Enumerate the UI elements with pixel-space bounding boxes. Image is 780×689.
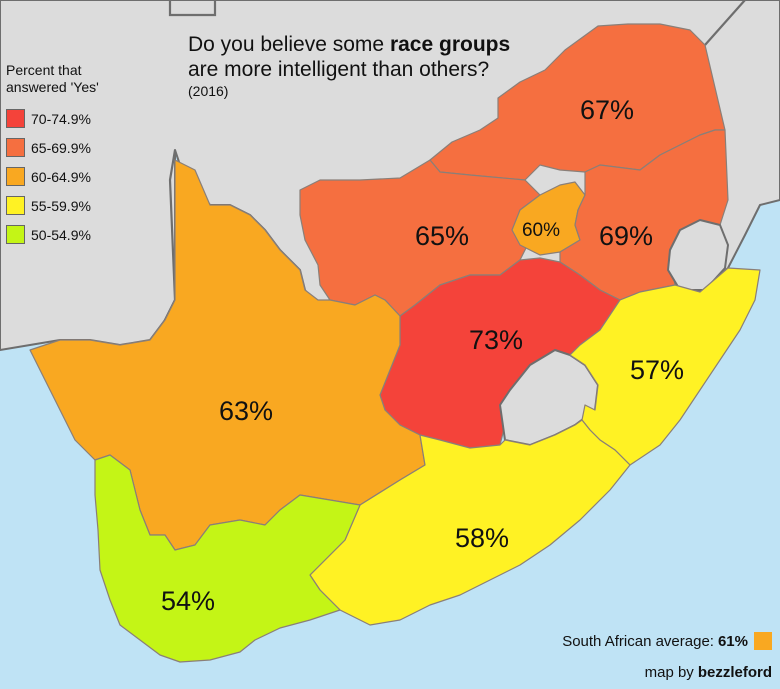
label-western-cape: 54%: [161, 586, 215, 616]
legend: Percent that answered 'Yes' 70-74.9% 65-…: [6, 62, 99, 249]
neighbor-border: [168, 0, 217, 17]
map-credit: map by bezzleford: [645, 664, 772, 681]
region-western-cape: [94, 454, 361, 663]
label-northern-cape: 63%: [219, 396, 273, 426]
legend-swatch: [6, 138, 25, 157]
map-title: Do you believe some race groups are more…: [188, 32, 510, 82]
legend-swatch: [6, 225, 25, 244]
neighbor-border: [704, 0, 746, 46]
legend-item: 70-74.9%: [6, 104, 99, 133]
average-swatch: [754, 632, 772, 650]
title-prefix: Do you believe some: [188, 33, 390, 56]
legend-label: 55-59.9%: [31, 197, 91, 214]
label-kwazulu-natal: 57%: [630, 355, 684, 385]
legend-label: 60-64.9%: [31, 168, 91, 185]
legend-swatch: [6, 109, 25, 128]
legend-label: 70-74.9%: [31, 110, 91, 127]
label-mpumalanga: 69%: [599, 221, 653, 251]
legend-item: 50-54.9%: [6, 220, 99, 249]
label-north-west: 65%: [415, 221, 469, 251]
legend-title-line1: Percent that: [6, 62, 82, 78]
region-limpopo: [429, 23, 726, 181]
title-line2: are more intelligent than others?: [188, 58, 490, 81]
credit-author: bezzleford: [697, 664, 772, 681]
legend-item: 65-69.9%: [6, 133, 99, 162]
legend-swatch: [6, 167, 25, 186]
legend-swatch: [6, 196, 25, 215]
label-gauteng: 60%: [522, 220, 560, 241]
national-average: South African average: 61%: [562, 632, 772, 650]
legend-title-line2: answered 'Yes': [6, 79, 99, 95]
legend-item: 60-64.9%: [6, 162, 99, 191]
label-eastern-cape: 58%: [455, 523, 509, 553]
legend-label: 65-69.9%: [31, 139, 91, 156]
title-year: (2016): [188, 83, 229, 99]
legend-label: 50-54.9%: [31, 226, 91, 243]
title-emphasis: race groups: [389, 33, 511, 56]
legend-item: 55-59.9%: [6, 191, 99, 220]
label-limpopo: 67%: [580, 95, 634, 125]
credit-prefix: map by: [644, 664, 694, 681]
average-label: South African average:: [562, 632, 714, 650]
legend-title: Percent that answered 'Yes': [6, 62, 99, 96]
average-value: 61%: [717, 632, 748, 650]
label-free-state: 73%: [469, 325, 523, 355]
